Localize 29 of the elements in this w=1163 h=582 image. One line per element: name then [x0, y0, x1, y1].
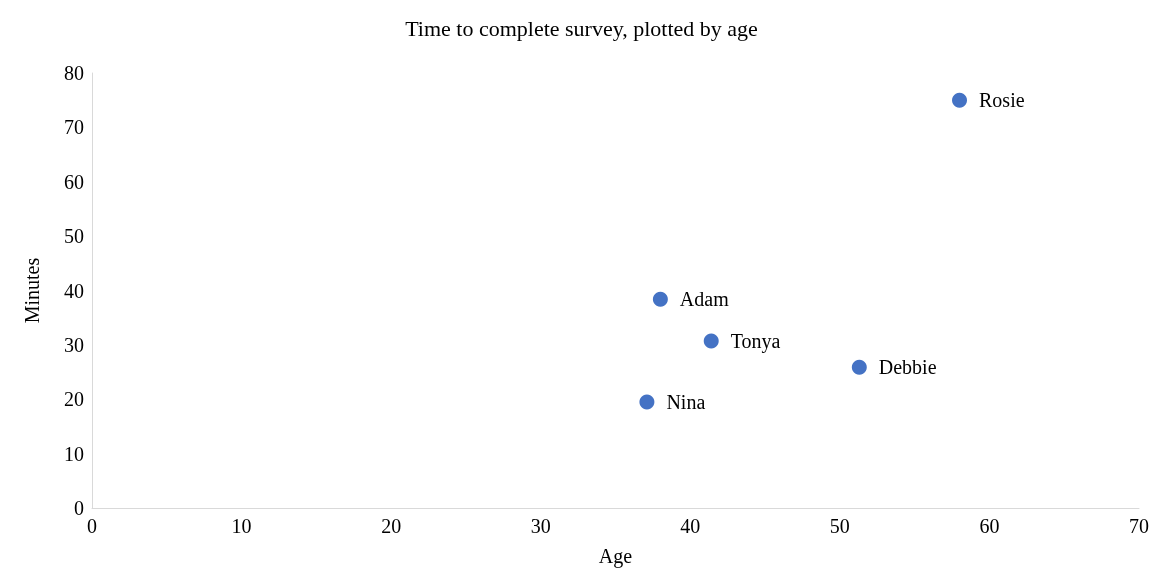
- x-tick-label: 60: [979, 515, 1000, 537]
- y-tick-label: 20: [64, 388, 84, 411]
- point: [851, 359, 867, 375]
- text: Debbie: [878, 356, 937, 379]
- x-tick-label: 70: [1129, 515, 1149, 537]
- chart-title: Time to complete survey, plotted by age: [405, 15, 758, 41]
- y-tick-label: 40: [64, 279, 84, 302]
- x-tick-label: 30: [530, 515, 551, 537]
- y-tick-label: 50: [64, 225, 84, 248]
- point: [952, 92, 968, 108]
- point: [652, 291, 668, 307]
- y-tick-label: 70: [64, 116, 84, 139]
- x-tick-label: 20: [381, 515, 402, 537]
- y-tick-label: 30: [64, 333, 84, 356]
- x-axis-title: Age: [598, 545, 633, 568]
- x-tick-label: 10: [231, 515, 252, 537]
- text: Tonya: [730, 330, 781, 353]
- text: Adam: [679, 288, 729, 311]
- x-tick-label: 40: [680, 515, 701, 537]
- text: Rosie: [979, 89, 1025, 112]
- y-tick-label: 0: [74, 497, 84, 519]
- y-tick-label: 80: [64, 62, 84, 84]
- text: Nina: [666, 390, 706, 413]
- y-axis-title: Minutes: [21, 257, 43, 324]
- x-tick-label: 50: [829, 515, 850, 537]
- y-tick-label: 60: [64, 170, 84, 193]
- point: [639, 394, 655, 410]
- y-tick-label: 10: [64, 442, 84, 465]
- point: [703, 333, 719, 349]
